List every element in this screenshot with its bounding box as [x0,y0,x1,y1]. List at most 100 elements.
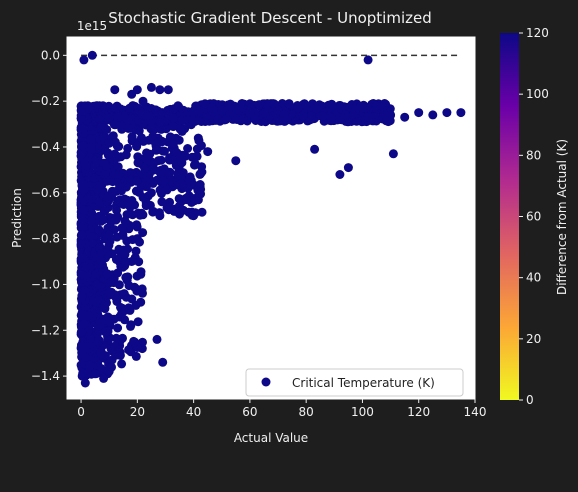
scatter-point [100,206,110,216]
scatter-point [189,108,199,118]
scatter-point [90,369,100,379]
colorbar-label: Difference from Actual (K) [555,139,569,295]
scatter-point [254,100,264,110]
scatter-point [76,113,86,123]
scatter-point [203,147,213,157]
x-tick-label: 60 [242,405,257,419]
scatter-point [91,269,101,279]
x-axis: 0 20 40 60 80 100 120 140 [77,399,486,419]
scatter-point [363,112,373,122]
scatter-point [99,215,109,225]
scatter-point [348,110,358,120]
scatter-point [163,85,173,95]
scatter-point [118,231,128,240]
scatter-point [152,334,162,344]
y-tick-label: −0.2 [31,94,60,108]
scatter-point [138,169,148,179]
scatter-point [82,276,92,286]
scatter-point [284,99,294,109]
scatter-point [107,249,117,259]
scatter-point [131,186,141,196]
scatter-point [165,132,175,142]
legend-marker [261,377,271,387]
scatter-point [293,103,303,113]
scatter-point [110,120,120,129]
scatter-point [357,103,367,113]
scatter-point [93,329,103,338]
scatter-point [89,252,99,262]
scatter-point [84,206,94,216]
scatter-point [117,359,127,369]
scatter-point [157,197,167,207]
scatter-point [245,108,255,118]
scatter-point [116,302,125,312]
scatter-point [326,113,336,123]
x-axis-label: Actual Value [234,431,308,445]
x-tick-label: 140 [464,405,487,419]
scatter-point [200,99,210,109]
scatter-point [84,104,94,114]
scatter-point [130,200,140,210]
legend-label: Critical Temperature (K) [292,376,435,390]
scatter-point [400,112,410,122]
scatter-point [110,149,120,159]
scatter-point [125,103,135,113]
scatter-point [343,163,353,173]
y-tick-label: −0.4 [31,140,60,154]
scatter-point [76,239,86,249]
scatter-point [388,149,398,159]
colorbar-tick-label: 60 [526,210,541,224]
scatter-point [110,291,120,301]
scatter-point [173,101,183,111]
scatter-point [93,337,103,347]
y-tick-label: −0.8 [31,232,60,246]
scatter-point [136,297,146,307]
scatter-point [318,111,328,121]
x-tick-label: 100 [351,405,374,419]
scatter-point [85,362,94,372]
scatter-point [151,145,161,155]
scatter-point [131,246,141,256]
scatter-point [301,101,311,111]
scatter-point [221,114,231,124]
scatter-point [166,176,176,186]
scatter-point [114,170,124,179]
y-offset-label: 1e15 [77,19,107,33]
scatter-point [456,108,466,118]
scatter-point [125,305,135,315]
scatter-point [123,272,133,282]
scatter-point [90,173,100,183]
scatter-point [155,118,165,128]
scatter-point [224,103,234,112]
scatter-point [121,181,130,191]
scatter-point [181,194,191,204]
scatter-point [79,185,89,194]
scatter-point [124,345,134,355]
scatter-point [155,85,165,95]
scatter-point [127,257,137,266]
scatter-point [183,144,193,153]
scatter-point [273,105,283,115]
scatter-point [146,188,156,198]
scatter-point [87,50,97,60]
scatter-point [190,152,200,162]
scatter-point [99,158,109,168]
y-tick-label: −1.0 [31,277,60,291]
scatter-point [175,204,185,214]
scatter-point [138,96,148,106]
scatter-point [194,188,204,198]
colorbar-tick-label: 40 [526,271,541,285]
x-tick-label: 0 [77,405,85,419]
scatter-point [231,156,241,166]
colorbar-ticks: 0 20 40 60 80 100 120 [519,26,549,407]
scatter-point [123,115,133,125]
scatter-point [80,378,90,388]
scatter-point [132,176,142,186]
scatter-point [127,132,137,142]
scatter-point [79,55,89,65]
y-tick-label: −0.6 [31,186,60,200]
scatter-point [158,169,168,179]
scatter-point [100,327,110,337]
scatter-point [386,110,396,120]
